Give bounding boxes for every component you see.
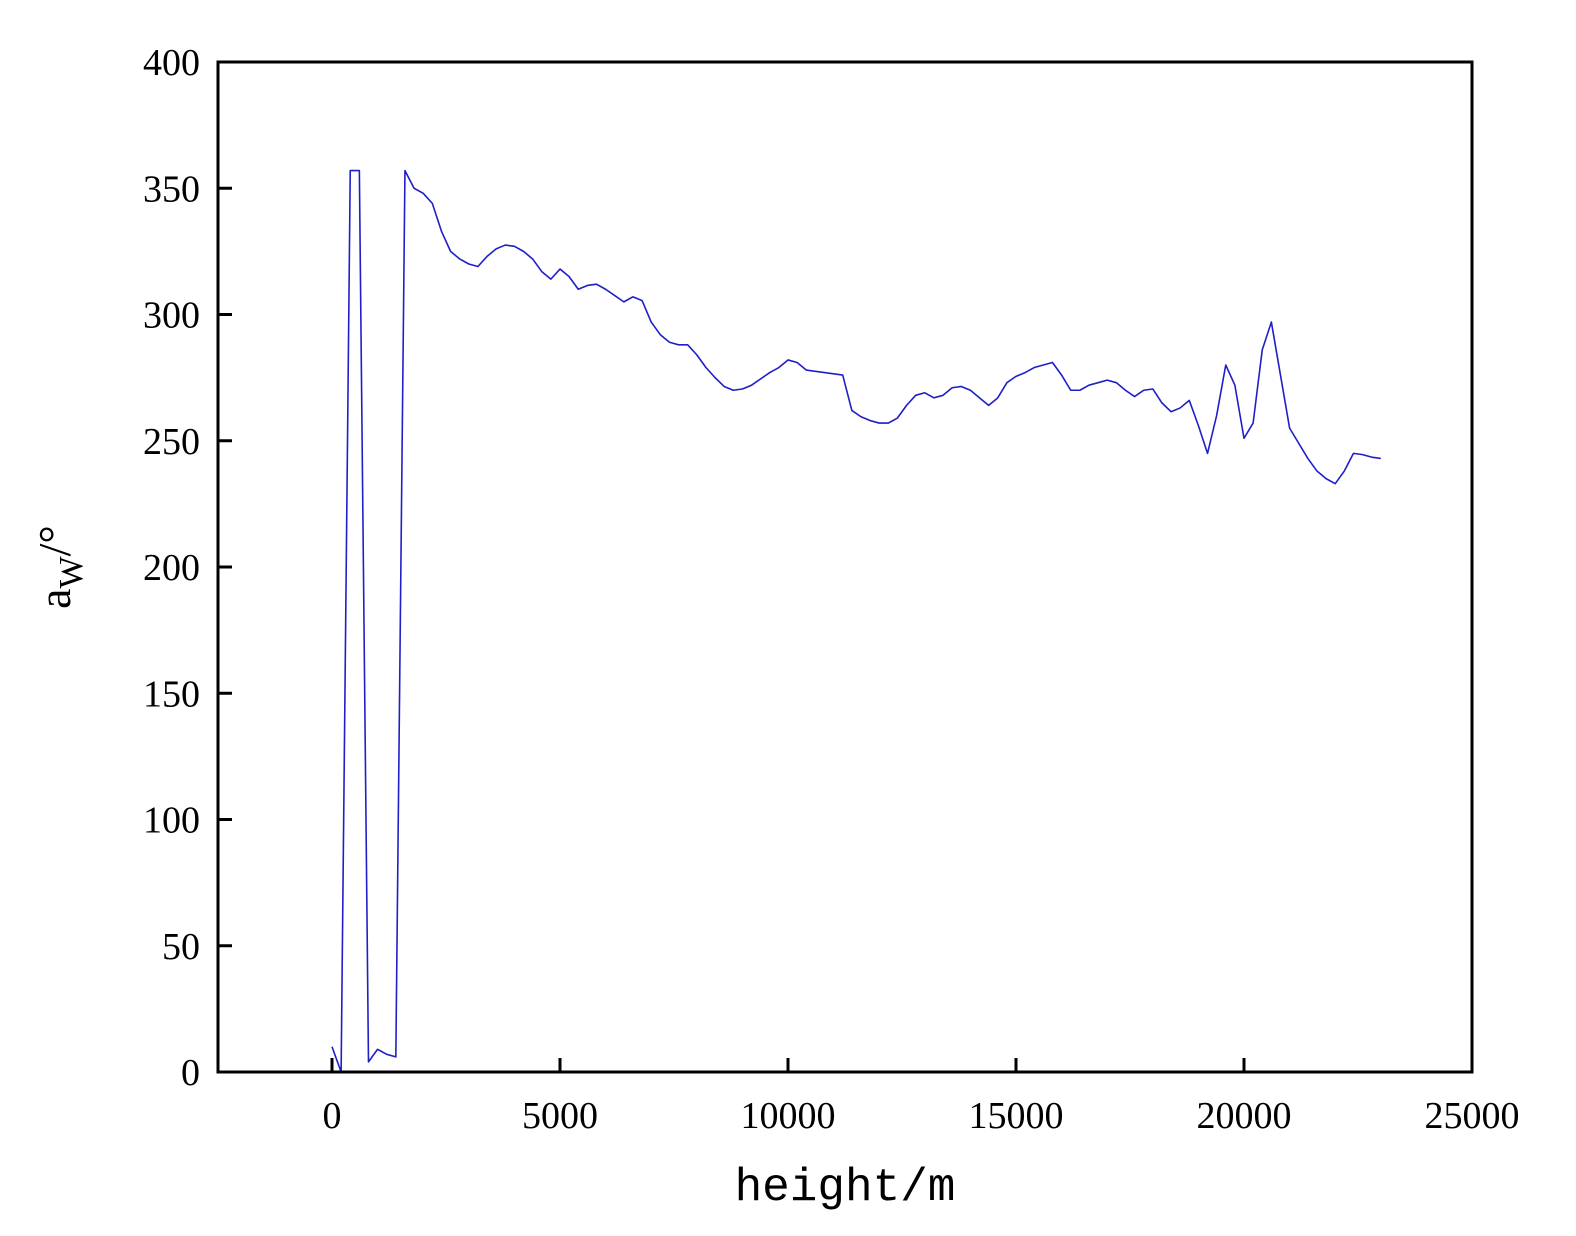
- y-tick-label: 50: [162, 926, 200, 968]
- y-tick-label: 150: [143, 673, 200, 715]
- x-tick-label: 10000: [741, 1095, 836, 1137]
- y-axis-label: aW/°: [29, 525, 90, 609]
- y-axis-label-base: a: [29, 588, 80, 608]
- tick-labels: 0 5000 10000 15000 20000 25000 0 50 100 150 200 250…: [143, 42, 1520, 1137]
- x-axis-label: height/m: [735, 1162, 956, 1214]
- y-tick-label: 200: [143, 547, 200, 589]
- y-tick-label: 350: [143, 168, 200, 210]
- x-tick-label: 25000: [1425, 1095, 1520, 1137]
- x-tick-label: 5000: [522, 1095, 598, 1137]
- y-axis-label-subscript: W: [53, 555, 90, 588]
- y-tick-label: 400: [143, 42, 200, 84]
- y-tick-label: 300: [143, 295, 200, 337]
- x-tick-label: 0: [323, 1095, 342, 1137]
- plot-frame: [216, 60, 1474, 1074]
- series-line: [331, 169, 1381, 1073]
- y-tick-label: 250: [143, 421, 200, 463]
- y-tick-label: 0: [181, 1052, 200, 1094]
- series-layer: [331, 169, 1381, 1073]
- y-tick-label: 100: [143, 800, 200, 842]
- x-tick-label: 20000: [1197, 1095, 1292, 1137]
- y-axis-label-suffix: /°: [29, 525, 80, 556]
- x-tick-label: 15000: [969, 1095, 1064, 1137]
